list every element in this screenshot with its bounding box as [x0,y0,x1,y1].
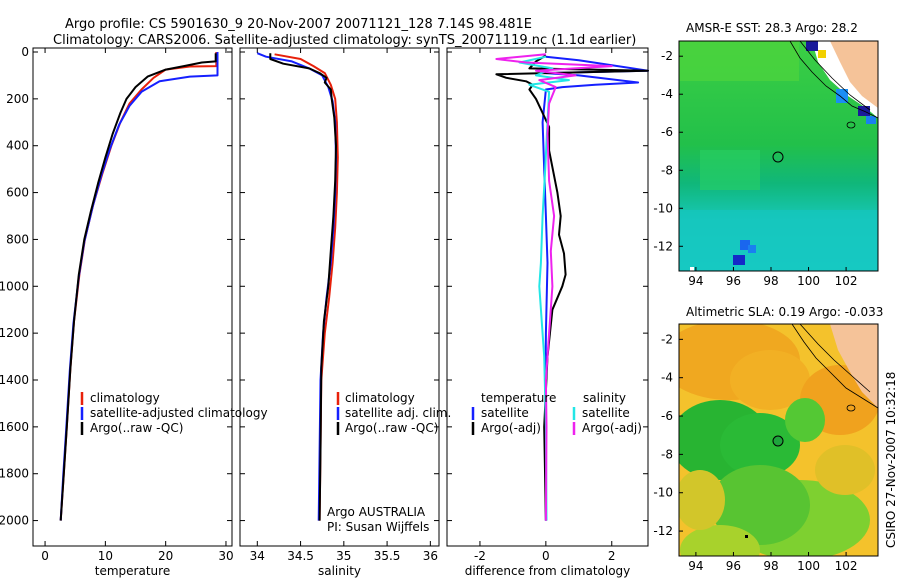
y-tick-label: 200 [6,92,29,106]
salinity-panel-frame [239,47,440,547]
legend-label: Argo(..raw -QC) [345,421,438,435]
map-y-tick-label: -8 [661,163,673,177]
series-line-climatology [59,52,218,521]
map-y-tick-label: -2 [661,332,673,346]
sla-map-title: Altimetric SLA: 0.19 Argo: -0.033 [686,305,883,319]
x-tick-label: 34.5 [287,549,314,563]
x-tick-label: 10 [98,549,113,563]
sla-map-frame [678,323,879,557]
y-tick-label: 1200 [0,326,29,340]
x-tick-label: 0 [542,549,550,563]
figure-title-line2: Climatology: CARS2006. Satellite-adjuste… [53,33,636,48]
legend-label: Argo(-adj) [582,421,642,435]
map-y-tick-label: -4 [661,87,673,101]
x-tick-label: 34 [250,549,265,563]
sla-map-image [679,324,878,556]
x-axis-label: temperature [95,564,170,578]
map-y-tick-label: -12 [653,524,673,538]
temperature-legend: climatology satellite-adjusted climatolo… [80,391,268,435]
legend-label: Argo(..raw -QC) [90,421,183,435]
map-x-tick-label: 98 [763,274,778,288]
series-line-argo-raw-qc- [269,53,337,521]
y-tick-label: 1000 [0,279,29,293]
map-y-tick-label: -8 [661,447,673,461]
y-tick-label: 2000 [0,514,29,528]
y-tick-label: 1600 [0,420,29,434]
legend-title-temperature: temperature [481,391,556,405]
map-x-tick-label: 98 [763,559,778,573]
difference-panel-frame [446,47,649,547]
salinity-legend: climatology satellite adj. clim. Argo(..… [327,391,451,534]
x-tick-label: 2 [608,549,616,563]
y-tick-label: 1800 [0,467,29,481]
sst-map-title: AMSR-E SST: 28.3 Argo: 28.2 [686,21,858,35]
x-tick-label: -2 [474,549,486,563]
x-axis-label: difference from climatology [465,564,631,578]
x-axis-label: salinity [318,564,361,578]
legend-label: satellite-adjusted climatology [90,406,268,420]
y-tick-label: 600 [6,186,29,200]
map-x-tick-label: 102 [835,274,858,288]
map-x-tick-label: 96 [726,274,741,288]
map-x-tick-label: 100 [797,559,820,573]
argo-position-marker [772,151,784,163]
map-y-tick-label: -6 [661,125,673,139]
sst-map-frame [678,40,879,272]
map-x-tick-label: 102 [835,559,858,573]
series-line-satellite-adjusted-climatology [59,52,219,521]
legend-title-salinity: salinity [583,391,626,405]
x-tick-label: 0 [41,549,49,563]
legend-label: satellite [481,406,529,420]
map-y-tick-label: -4 [661,371,673,385]
legend-label: Argo(-adj) [481,421,541,435]
y-tick-label: 400 [6,139,29,153]
map-y-tick-label: -10 [653,201,673,215]
difference-legend: temperature salinity satellite Argo(-adj… [471,391,642,435]
series-line-salinity-argo-adj- [495,53,613,521]
map-y-tick-label: -12 [653,239,673,253]
map-x-tick-label: 96 [726,559,741,573]
map-y-tick-label: -10 [653,486,673,500]
sla-map-axes: 94 96 98 100 102 -2 -4 -6 -8 -10 -12 [653,332,857,573]
series-line-temperature-argo-adj- [495,54,649,521]
x-tick-label: 36 [423,549,438,563]
legend-label: satellite adj. clim. [345,406,451,420]
x-tick-label: 30 [218,549,233,563]
float-owner-annotation: Argo AUSTRALIA [327,505,426,519]
series-line-satellite-adj-clim- [256,52,337,521]
float-pi-annotation: PI: Susan Wijffels [327,520,429,534]
series-layer [59,52,649,521]
legend-label: climatology [90,391,160,405]
csiro-timestamp: CSIRO 27-Nov-2007 10:32:18 [884,372,898,548]
y-tick-label: 800 [6,232,29,246]
series-line-climatology [274,53,339,521]
figure-title-line1: Argo profile: CS 5901630_9 20-Nov-2007 2… [65,17,532,32]
argo-position-marker [772,435,784,447]
map-y-tick-label: -6 [661,409,673,423]
legend-label: satellite [582,406,630,420]
temperature-panel-frame [32,47,233,547]
x-tick-label: 20 [158,549,173,563]
map-x-tick-label: 94 [688,559,703,573]
legend-label: climatology [345,391,415,405]
series-line-temperature-satellite [541,55,649,521]
x-tick-label: 35 [336,549,351,563]
sst-map-image [679,41,878,271]
x-tick-label: 35.5 [374,549,401,563]
y-tick-label: 0 [21,45,29,59]
axes-layer: 0 10 20 30temperature0200400600800100012001… [0,45,648,578]
map-y-tick-label: -2 [661,49,673,63]
map-x-tick-label: 94 [688,274,703,288]
y-tick-label: 1400 [0,373,29,387]
series-line-argo-raw-qc- [59,53,217,521]
sst-map-axes: 94 96 98 100 102 -2 -4 -6 -8 -10 -12 [653,49,857,288]
map-x-tick-label: 100 [797,274,820,288]
